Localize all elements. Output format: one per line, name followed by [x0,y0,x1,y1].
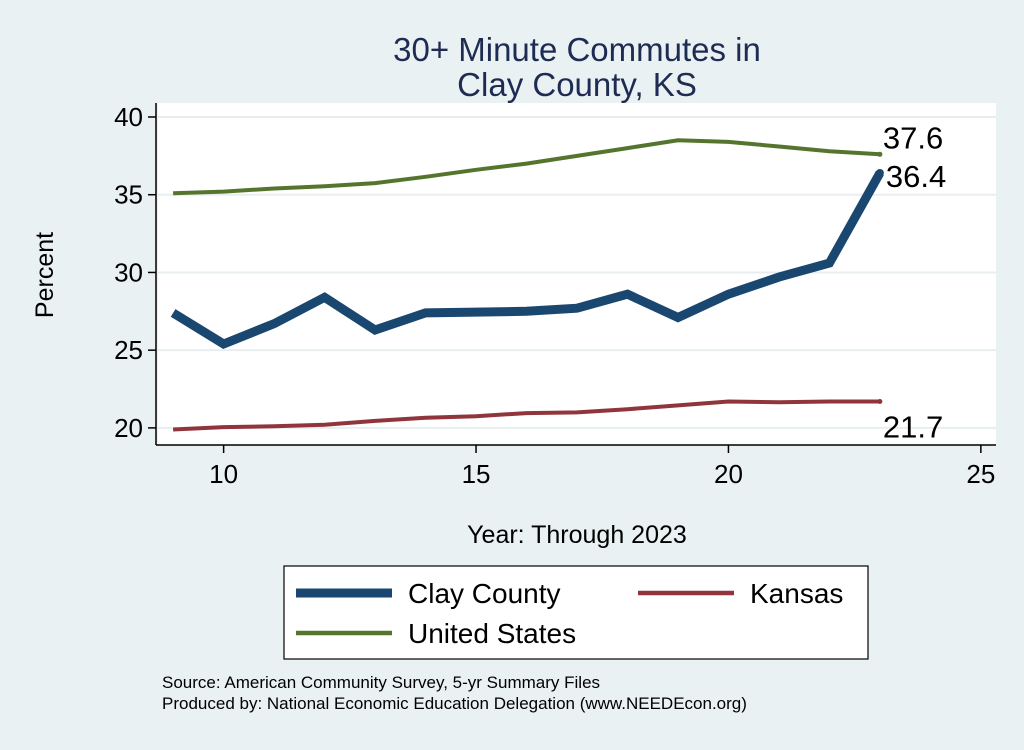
plot-area [158,103,996,445]
legend-label-united-states: United States [408,618,576,649]
y-tick-label: 20 [114,413,143,443]
x-ticks: 10 15 20 25 [209,445,995,489]
end-labels: 36.4 21.7 37.6 [883,120,946,444]
produced-by-note: Produced by: National Economic Education… [162,694,747,713]
source-note: Source: American Community Survey, 5-yr … [162,673,600,692]
y-axis-label: Percent [31,232,59,318]
legend-box [283,565,869,660]
series-line-clay-county [170,170,884,350]
series-line-united-states [173,138,881,196]
x-tick-label: 15 [462,459,491,489]
end-point-united-states [877,151,883,157]
y-tick-label: 40 [114,102,143,132]
y-tick-label: 25 [114,335,143,365]
end-point-kansas [877,398,883,404]
legend-label-kansas: Kansas [750,578,843,609]
chart-title-line-2: Clay County, KS [457,66,697,103]
gridlines [158,115,996,429]
x-tick-label: 20 [714,459,743,489]
end-label-clay-county: 36.4 [886,159,946,194]
legend-label-clay-county: Clay County [408,578,561,609]
y-tick-label: 30 [114,257,143,287]
y-tick-label: 35 [114,180,143,210]
y-ticks: 20 25 30 35 40 [114,102,156,443]
series-group [170,138,884,432]
end-label-united-states: 37.6 [883,120,943,155]
axes [155,103,996,446]
x-tick-label: 10 [209,459,238,489]
x-tick-label: 25 [966,459,995,489]
series-line-kansas [173,399,880,432]
x-axis-label: Year: Through 2023 [467,521,687,549]
end-point-clay-county [875,168,884,177]
end-label-kansas: 21.7 [883,409,943,444]
chart-title-line-1: 30+ Minute Commutes in [393,31,761,68]
